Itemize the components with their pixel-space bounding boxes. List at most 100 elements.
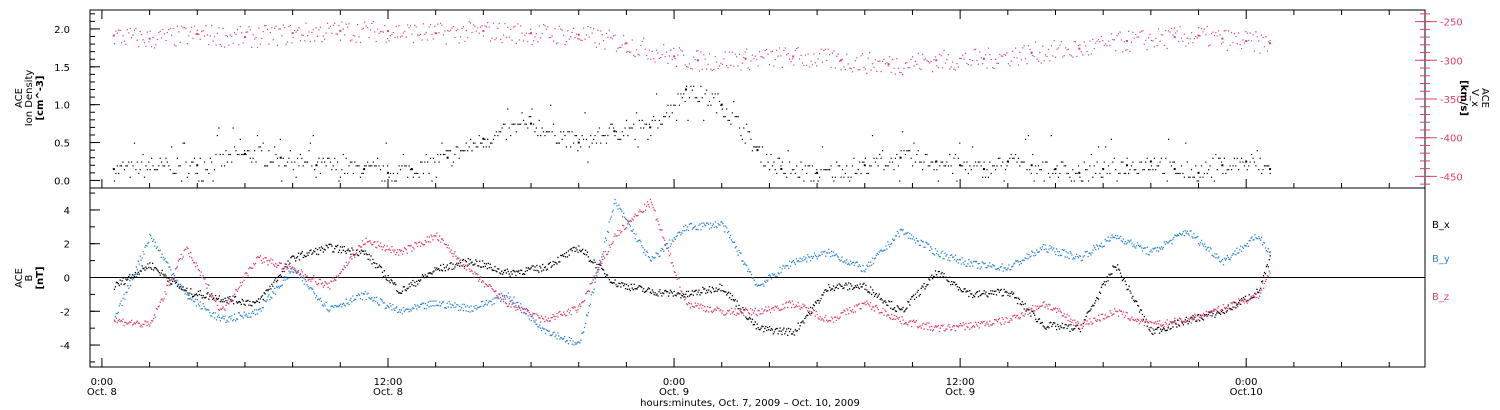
top-point-vx	[687, 66, 689, 68]
bottom-point-by	[575, 343, 577, 345]
bottom-point-bz	[703, 309, 705, 312]
top-point-vx	[637, 53, 639, 55]
top-point-ion-density	[246, 150, 249, 152]
top-point-vx	[1067, 48, 1070, 50]
top-point-ion-density	[357, 165, 359, 167]
top-point-ion-density	[225, 150, 227, 152]
bottom-point-by	[338, 304, 341, 307]
bottom-point-by	[1098, 245, 1101, 247]
bottom-point-by	[210, 315, 212, 317]
bottom-point-bx	[691, 290, 694, 292]
top-point-vx	[1133, 37, 1135, 39]
top-point-ion-density	[1149, 169, 1151, 171]
bottom-point-by	[119, 303, 121, 305]
bottom-point-bz	[553, 315, 555, 318]
bottom-point-bx	[769, 329, 772, 331]
bottom-point-by	[315, 297, 317, 299]
bottom-point-by	[1173, 236, 1175, 239]
top-point-ion-density	[1122, 161, 1124, 163]
bottom-point-bz	[772, 306, 775, 309]
top-right-tick-label: -300	[1440, 56, 1463, 67]
bottom-point-bz	[380, 246, 383, 248]
top-point-ion-density	[349, 161, 352, 163]
bottom-point-bz	[331, 280, 333, 283]
top-point-vx	[644, 48, 646, 50]
bottom-point-by	[564, 341, 567, 343]
top-point-vx	[658, 57, 661, 59]
top-point-vx	[281, 35, 283, 37]
bottom-point-by	[709, 222, 712, 224]
top-point-vx	[1043, 60, 1045, 62]
bottom-point-bz	[185, 248, 187, 250]
top-point-vx	[924, 58, 927, 60]
bottom-point-bx	[702, 286, 704, 289]
bottom-point-bx	[938, 270, 940, 273]
bottom-point-by	[452, 304, 454, 306]
bottom-point-bz	[631, 218, 633, 220]
top-point-ion-density	[152, 165, 154, 167]
bottom-point-bz	[780, 309, 782, 311]
top-point-vx	[887, 63, 890, 66]
bottom-point-by	[952, 256, 955, 258]
bottom-point-bx	[1086, 312, 1088, 314]
bottom-point-bx	[274, 277, 277, 279]
bottom-point-by	[620, 208, 622, 211]
bottom-point-bx	[575, 247, 577, 249]
bottom-point-bx	[556, 263, 558, 265]
bottom-point-by	[1189, 230, 1191, 232]
bottom-point-by	[1191, 236, 1193, 238]
top-point-ion-density	[218, 127, 220, 129]
top-point-vx	[329, 25, 332, 27]
top-point-ion-density	[1206, 172, 1208, 175]
bottom-point-bz	[782, 303, 784, 306]
bottom-point-by	[213, 312, 215, 314]
top-point-ion-density	[723, 116, 725, 118]
bottom-point-bx	[156, 269, 159, 271]
bottom-point-bx	[226, 301, 228, 304]
top-point-ion-density	[867, 172, 869, 175]
bottom-point-by	[683, 225, 685, 228]
top-point-vx	[944, 62, 947, 64]
top-point-ion-density	[590, 134, 592, 137]
bottom-point-bz	[419, 245, 422, 247]
bottom-point-by	[372, 300, 374, 302]
top-point-vx	[1119, 31, 1121, 33]
bottom-point-bx	[1203, 314, 1206, 316]
bottom-point-bx	[496, 271, 498, 273]
bottom-point-by	[216, 316, 219, 318]
top-point-vx	[189, 31, 191, 33]
top-point-ion-density	[993, 165, 995, 167]
bottom-point-bx	[392, 282, 394, 284]
bottom-point-bx	[454, 266, 456, 268]
bottom-point-bz	[634, 213, 636, 215]
bottom-point-by	[1053, 247, 1055, 249]
bottom-point-bx	[985, 291, 987, 293]
bottom-point-by	[701, 222, 703, 224]
bottom-point-by	[726, 227, 728, 229]
top-point-ion-density	[783, 172, 785, 175]
top-point-ion-density	[1077, 165, 1080, 167]
bottom-point-by	[1005, 269, 1007, 271]
bottom-point-bx	[596, 263, 598, 266]
bottom-point-bx	[637, 286, 639, 289]
bottom-point-bz	[690, 303, 693, 305]
bottom-point-by	[800, 260, 802, 263]
bottom-point-bx	[497, 268, 499, 270]
bottom-point-by	[1234, 250, 1236, 252]
bottom-point-by	[151, 240, 154, 243]
top-point-vx	[788, 58, 791, 60]
bottom-point-bx	[901, 308, 903, 311]
bottom-point-bz	[627, 220, 630, 223]
bottom-point-by	[1128, 241, 1130, 243]
top-point-vx	[623, 35, 625, 37]
bottom-point-by	[894, 235, 897, 237]
top-point-vx	[973, 49, 975, 51]
bottom-point-by	[1082, 256, 1084, 258]
top-point-vx	[528, 33, 530, 35]
bottom-point-bz	[599, 262, 601, 265]
bottom-point-by	[259, 307, 262, 310]
bottom-point-by	[444, 307, 447, 309]
top-point-vx	[1178, 40, 1180, 43]
bottom-point-by	[624, 218, 627, 220]
bottom-point-by	[958, 259, 961, 261]
